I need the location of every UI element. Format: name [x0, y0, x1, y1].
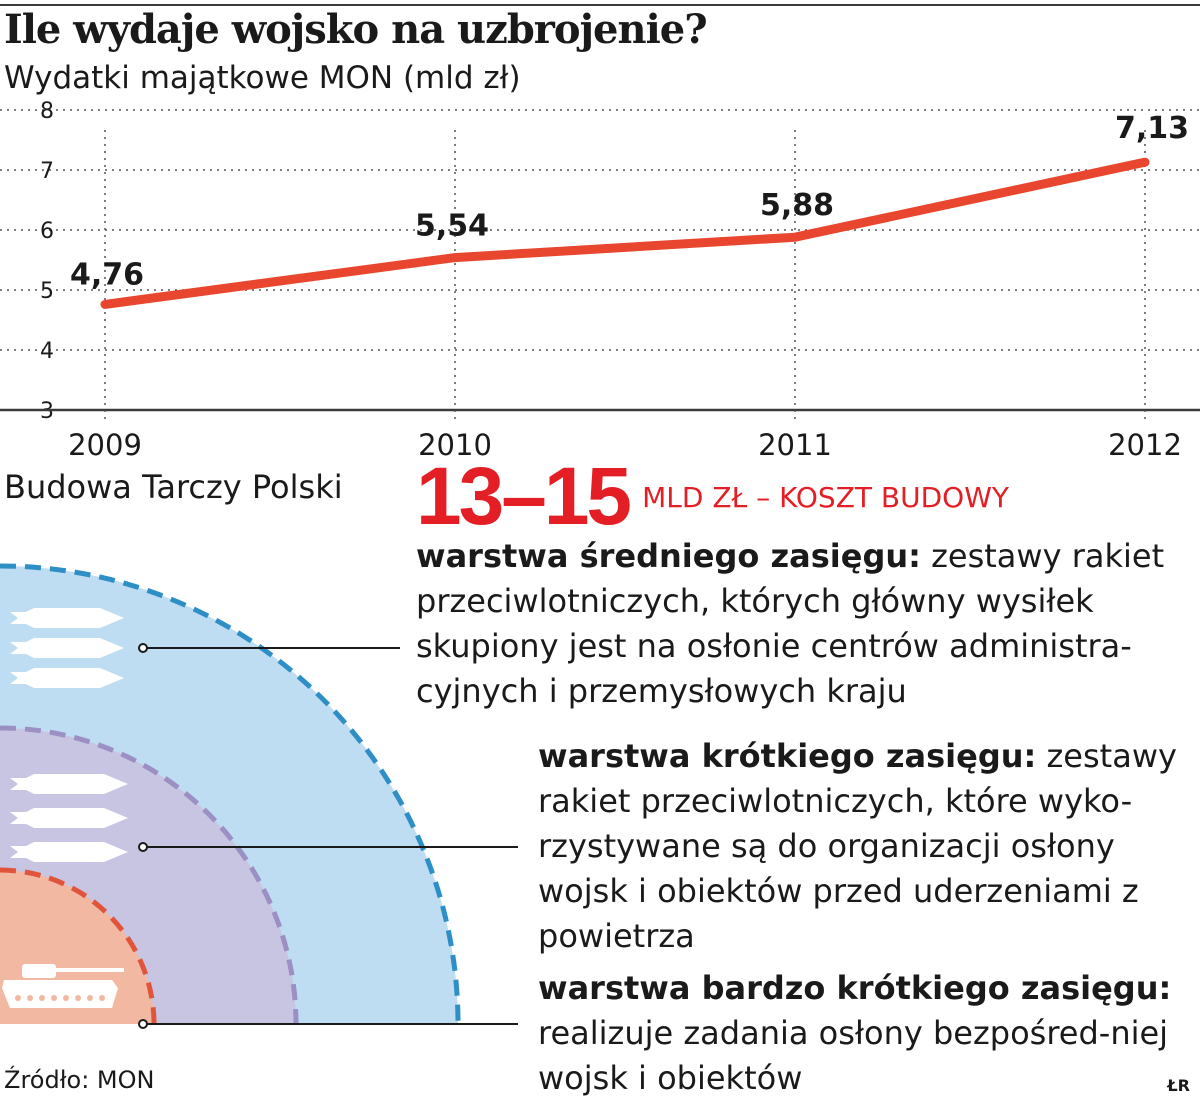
- shield-heading: Budowa Tarczy Polski: [4, 468, 343, 506]
- author-initials: ŁR: [1167, 1076, 1190, 1095]
- data-label: 7,13: [1115, 111, 1189, 146]
- missile-icons-short: [10, 774, 128, 862]
- y-tick-label: 7: [40, 159, 54, 184]
- layer-text-very-short: realizuje zadania osłony bezpośred-niej …: [538, 1014, 1169, 1097]
- data-label: 5,54: [415, 209, 489, 244]
- layer-desc-very-short: warstwa bardzo krótkiego zasięgu: realiz…: [538, 966, 1198, 1101]
- y-tick-label: 4: [40, 339, 54, 364]
- layer-text-medium: zestawy rakiet przeciwlotniczych, któryc…: [416, 537, 1165, 710]
- cost-value: 13–15: [416, 451, 632, 542]
- layer-text-short: zestawy rakiet przeciwlotniczych, które …: [538, 737, 1177, 955]
- y-tick-label: 3: [40, 399, 54, 424]
- source-note: Źródło: MON: [4, 1066, 155, 1094]
- layer-name-medium: warstwa średniego zasięgu:: [416, 537, 921, 575]
- connector-dots: [138, 643, 148, 1029]
- short-range-border: [0, 725, 299, 1025]
- series-line: [100, 157, 1150, 309]
- missile-icon: [10, 608, 124, 628]
- data-label: 5,88: [760, 188, 834, 223]
- tank-icon: [2, 964, 124, 1008]
- y-tick-label: 6: [40, 219, 54, 244]
- shield-diagram: [0, 563, 461, 1029]
- cost-label: MLD ZŁ – KOSZT BUDOWY: [642, 480, 1009, 514]
- x-tick-label: 2010: [418, 428, 492, 460]
- missile-icon: [10, 842, 128, 862]
- line-chart: 3 4 5 6 7 8 2009 2010 2011 2012 4,76 5,54 5,88 7,13: [0, 100, 1200, 460]
- layer-name-short: warstwa krótkiego zasięgu:: [538, 737, 1037, 775]
- missile-icon: [10, 638, 124, 658]
- x-tick-label: 2011: [758, 428, 832, 460]
- connector-lines: [147, 647, 518, 1025]
- missile-icon: [10, 668, 124, 688]
- missile-icons-medium: [10, 608, 124, 688]
- missile-icon: [10, 774, 128, 794]
- data-label: 4,76: [70, 257, 144, 292]
- layer-desc-medium: warstwa średniego zasięgu: zestawy rakie…: [416, 534, 1196, 714]
- x-tick-label: 2009: [68, 428, 142, 460]
- layer-desc-short: warstwa krótkiego zasięgu: zestawy rakie…: [538, 734, 1198, 959]
- x-tick-label: 2012: [1108, 428, 1182, 460]
- chart-subtitle: Wydatki majątkowe MON (mld zł): [4, 60, 521, 96]
- top-rule: [0, 4, 1200, 6]
- layer-name-very-short: warstwa bardzo krótkiego zasięgu:: [538, 969, 1172, 1007]
- cost-callout: 13–15 MLD ZŁ – KOSZT BUDOWY: [416, 450, 1009, 544]
- medium-range-border: [0, 563, 461, 1025]
- chart-title: Ile wydaje wojsko na uzbrojenie?: [4, 6, 708, 53]
- very-short-range-border: [0, 867, 157, 1025]
- y-tick-label: 8: [40, 100, 54, 124]
- missile-icon: [10, 808, 128, 828]
- y-tick-label: 5: [40, 279, 54, 304]
